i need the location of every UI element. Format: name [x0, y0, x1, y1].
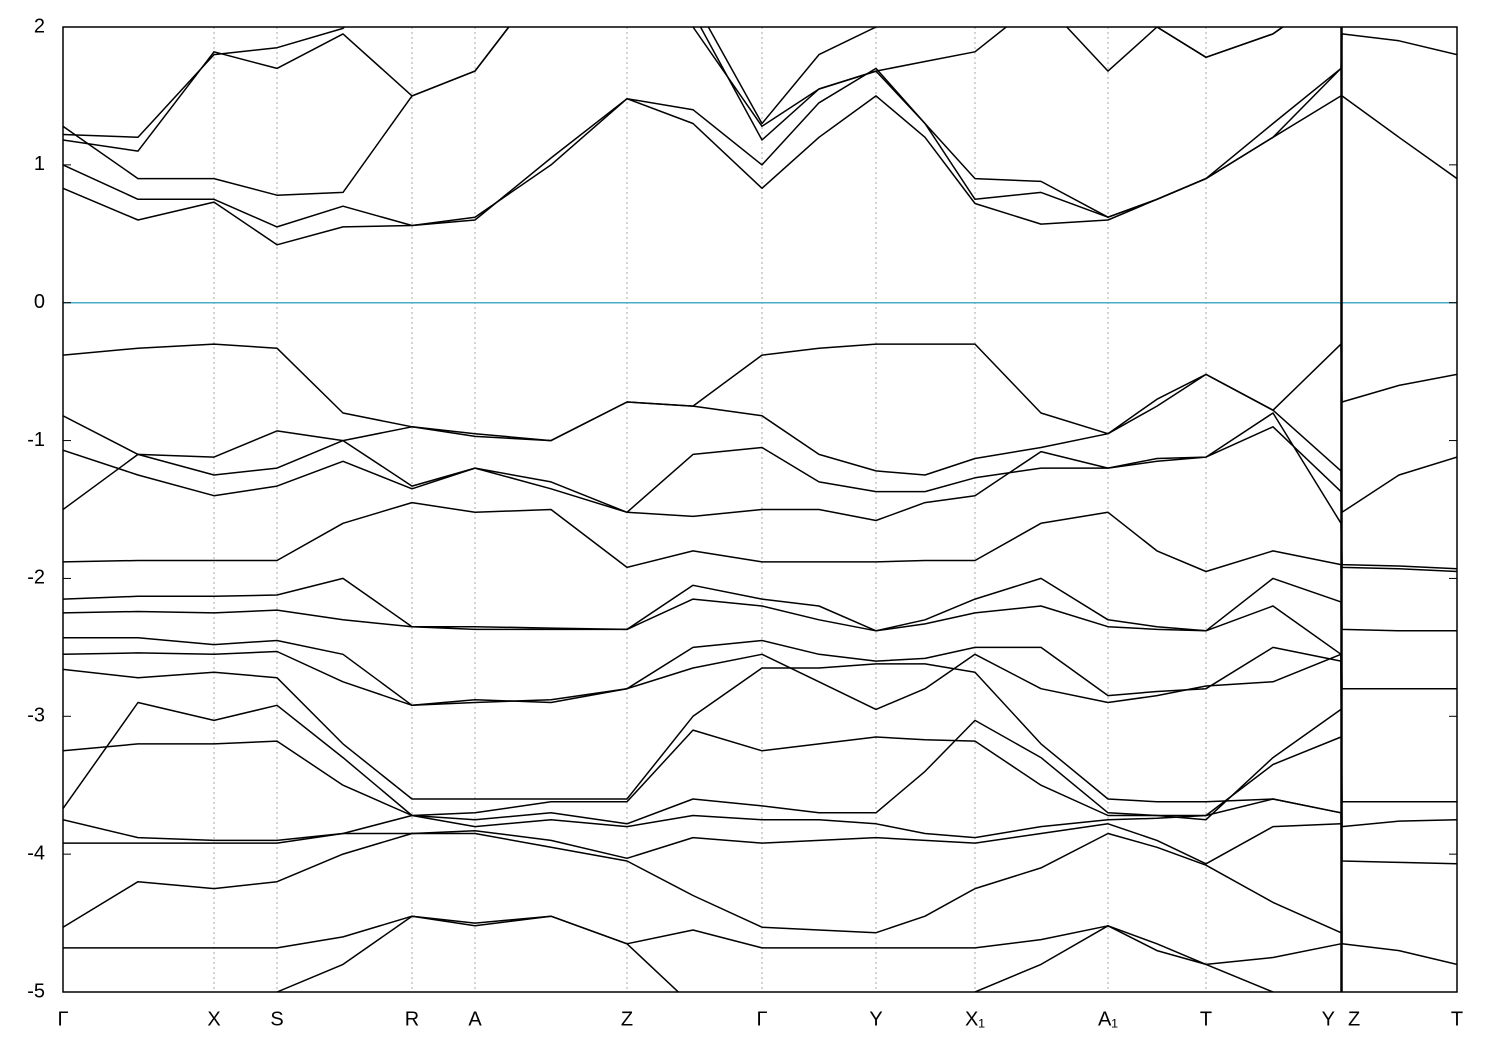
band-line [63, 27, 1285, 139]
x-tick-label: T [1200, 1008, 1212, 1030]
band-line [63, 701, 1342, 825]
x-tick-label: Y [869, 1008, 882, 1030]
band-line [63, 636, 1457, 828]
y-tick-label: -1 [27, 429, 45, 451]
band-line [63, 373, 1457, 514]
plot-frame [62, 26, 1458, 993]
x-tick-label: S [270, 1008, 283, 1030]
x-tick-label: Z [621, 1008, 633, 1030]
band-line [63, 426, 1457, 570]
band-line [63, 412, 1457, 573]
x-tick-label: Y [1322, 1008, 1335, 1030]
band-line [63, 708, 1342, 821]
x-tick-label: Γ [756, 1008, 767, 1030]
y-tick-label: -5 [27, 980, 45, 1002]
x-tick-label: Γ [57, 1008, 68, 1030]
y-tick-label: -3 [27, 705, 45, 727]
band-line [275, 915, 1275, 992]
band-line [63, 27, 1342, 218]
x-tick-label: A₁ [1098, 1008, 1118, 1030]
x-tick-label: A [468, 1008, 482, 1030]
x-tick-label: R [405, 1008, 419, 1030]
band-line [63, 27, 1285, 152]
band-line [63, 823, 1342, 865]
band-line [63, 343, 1457, 442]
y-tick-label: -4 [27, 842, 45, 864]
band-line [63, 915, 1342, 966]
y-tick-label: 2 [34, 15, 45, 37]
band-line [63, 95, 1457, 246]
x-tick-label: X₁ [965, 1008, 985, 1030]
plot-area [63, 27, 1457, 992]
band-line [63, 598, 1457, 803]
y-tick-label: 1 [34, 153, 45, 175]
x-tick-label: X [207, 1008, 220, 1030]
band-line [63, 33, 1457, 228]
band-line [63, 650, 1457, 865]
x-tick-label: Z [1348, 1008, 1360, 1030]
band-line [63, 832, 1342, 934]
y-tick-label: -2 [27, 567, 45, 589]
band-line [63, 798, 1342, 842]
band-line [63, 577, 1457, 690]
x-tick-label: T [1451, 1008, 1463, 1030]
y-tick-label: 0 [34, 291, 45, 313]
band-line [63, 501, 1457, 632]
